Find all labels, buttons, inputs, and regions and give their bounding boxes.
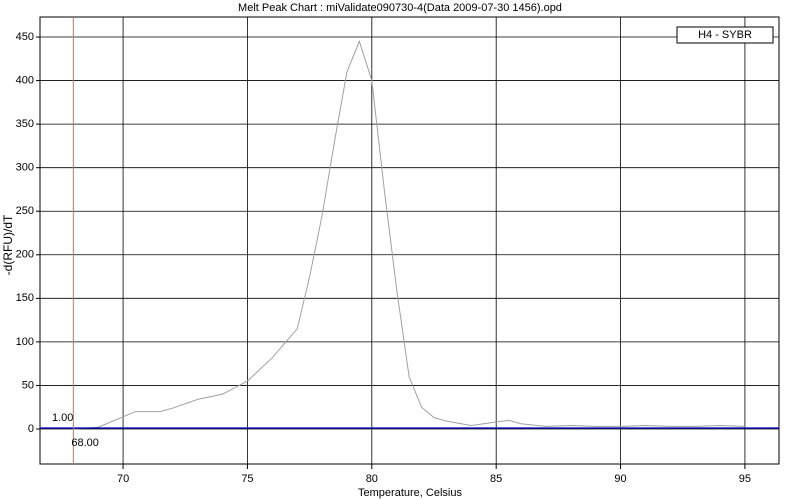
y-tick-label: 250: [16, 205, 34, 217]
y-tick-label: 0: [28, 423, 34, 435]
x-axis-label: Temperature, Celsius: [358, 487, 462, 499]
x-tick-label: 95: [739, 473, 751, 485]
threshold-label: 1.00: [52, 412, 73, 424]
legend-entry: H4 - SYBR: [698, 29, 752, 41]
y-tick-label: 350: [16, 118, 34, 130]
x-tick-label: 85: [490, 473, 502, 485]
x-tick-label: 80: [366, 473, 378, 485]
y-axis-label: -d(RFU)/dT: [1, 214, 15, 275]
plot-area: [39, 16, 780, 465]
y-tick-label: 150: [16, 292, 34, 304]
y-tick-label: 300: [16, 162, 34, 174]
y-tick-label: 400: [16, 74, 34, 86]
chart-title: Melt Peak Chart : miValidate090730-4(Dat…: [238, 2, 562, 14]
y-tick-label: 450: [16, 31, 34, 43]
x-tick-label: 70: [117, 473, 129, 485]
x-tick-label: 75: [241, 473, 253, 485]
x-tick-label: 90: [614, 473, 626, 485]
y-tick-label: 200: [16, 249, 34, 261]
cursor-label: 68.00: [71, 437, 99, 449]
y-tick-label: 50: [22, 379, 34, 391]
data-line: [73, 39, 745, 430]
legend-box: [676, 26, 774, 44]
y-tick-label: 100: [16, 336, 34, 348]
